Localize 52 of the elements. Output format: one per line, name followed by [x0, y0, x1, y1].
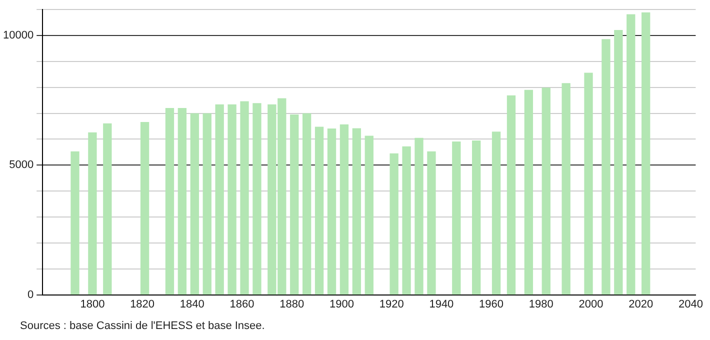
bar	[364, 136, 374, 295]
source-note: Sources : base Cassini de l'EHESS et base Insee.	[20, 320, 265, 332]
bar	[352, 128, 362, 295]
bar	[215, 104, 224, 295]
x-tick-label: 2020	[628, 298, 654, 310]
y-tick-label: 10000	[2, 30, 34, 42]
bar	[70, 151, 80, 295]
bar	[252, 103, 262, 295]
bar	[524, 90, 534, 295]
bar	[626, 14, 636, 295]
x-tick-label: 1980	[528, 298, 554, 310]
bar	[506, 95, 516, 295]
bar	[492, 132, 501, 295]
bar	[240, 101, 249, 295]
bar	[88, 132, 97, 295]
x-tick-label: 1880	[280, 298, 304, 310]
bar	[452, 142, 461, 295]
bar	[327, 128, 336, 295]
bar	[427, 151, 436, 295]
bar	[390, 153, 398, 295]
x-tick-label: 1820	[130, 298, 155, 310]
x-tick-label: 1800	[80, 298, 105, 310]
x-tick-label: 1860	[230, 298, 254, 310]
bar	[614, 30, 623, 295]
bar	[140, 122, 150, 295]
bar	[414, 138, 424, 295]
bar	[228, 104, 236, 295]
x-tick-label: 2040	[678, 298, 703, 310]
x-tick-label: 1960	[479, 298, 504, 310]
bar	[302, 113, 312, 295]
y-tick-label: 5000	[9, 159, 34, 172]
x-tick-label: 1900	[329, 298, 354, 310]
x-tick-label: 1840	[180, 298, 204, 310]
bar	[584, 72, 593, 295]
bar	[472, 140, 481, 295]
bar	[402, 146, 411, 295]
bar	[542, 88, 550, 295]
bar	[190, 113, 199, 295]
bar	[340, 124, 349, 295]
bar	[165, 108, 174, 295]
y-tick-label: 0	[27, 288, 34, 301]
bar	[103, 123, 112, 295]
x-tick-label: 1920	[379, 298, 404, 310]
bar	[602, 39, 610, 295]
x-tick-label: 1940	[429, 298, 454, 310]
bar	[202, 113, 212, 295]
bar	[290, 114, 299, 295]
bar	[642, 12, 650, 295]
x-tick-label: 2000	[578, 298, 604, 310]
bar	[562, 83, 570, 295]
bar	[314, 126, 324, 295]
bar	[178, 108, 187, 295]
